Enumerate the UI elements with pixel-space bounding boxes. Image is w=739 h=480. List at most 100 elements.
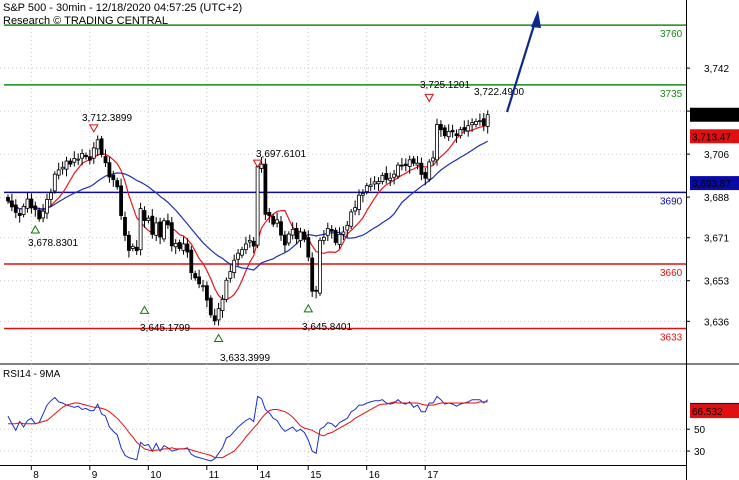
candle-body: [470, 122, 475, 126]
candle-body: [329, 228, 334, 232]
high-marker: [252, 159, 263, 169]
grid-lines: [0, 28, 686, 464]
low-marker: [30, 225, 41, 234]
moving-averages: [7, 123, 489, 300]
candle-body: [208, 297, 213, 316]
candle-body: [392, 173, 397, 178]
candle-body: [95, 139, 100, 150]
candle-body: [419, 162, 424, 175]
price-tag-0-label: 3,722.48: [692, 111, 731, 122]
candle-body: [56, 169, 61, 176]
candle-body: [357, 194, 361, 210]
annotation-label: 3,712.3899: [82, 113, 132, 124]
candle-body: [91, 147, 96, 159]
candle-body: [9, 200, 14, 208]
level-label: 3633: [660, 333, 683, 344]
rsi-panel: [0, 395, 686, 462]
candle-body: [485, 114, 490, 127]
candle-body: [310, 257, 315, 292]
candle-body: [52, 173, 57, 192]
level-label: 3660: [660, 268, 683, 279]
candle-body: [49, 192, 53, 200]
candle-body: [427, 161, 432, 180]
candle-body: [21, 206, 26, 215]
candle-body: [99, 138, 104, 155]
rsi-ma-line: [8, 401, 488, 459]
candle-body: [17, 212, 22, 216]
candle-body: [240, 249, 244, 256]
annotation-label: 3,697.6101: [256, 149, 306, 160]
annotation-label: 3,645.1799: [140, 323, 190, 334]
candle-body: [6, 196, 10, 202]
candle-body: [396, 164, 400, 177]
candle-body: [286, 233, 291, 244]
annotation-label: 3,678.8301: [28, 238, 78, 249]
candle-body: [376, 181, 381, 185]
candle-body: [279, 221, 283, 236]
chart-subtitle: Research © TRADING CENTRAL: [3, 15, 168, 27]
candle-body: [321, 236, 326, 241]
price-tick-label: 3,636: [704, 317, 729, 328]
candle-body: [333, 229, 338, 243]
candle-body: [224, 279, 229, 300]
candle-body: [138, 208, 143, 251]
date-label: 8: [33, 470, 39, 480]
candle-body: [345, 224, 350, 231]
candle-body: [29, 198, 34, 209]
candle-body: [454, 133, 459, 137]
candle-body: [384, 173, 389, 180]
candle-body: [477, 120, 482, 123]
candle-body: [72, 158, 77, 163]
rsi-title: RSI14 - 9MA: [3, 369, 61, 380]
candle-body: [372, 181, 377, 185]
candle-body: [442, 127, 447, 137]
high-marker: [88, 124, 99, 133]
annotation-label: 3,725.1201: [420, 80, 470, 91]
price-tag-1-box: [690, 129, 739, 144]
candle-body: [450, 130, 455, 133]
candle-body: [158, 221, 163, 238]
candle-body: [302, 231, 307, 240]
candle-body: [232, 259, 237, 273]
candle-body: [267, 211, 272, 216]
candle-body: [259, 163, 264, 169]
candle-body: [474, 120, 478, 125]
date-label: 14: [260, 470, 272, 480]
candle-body: [388, 177, 393, 181]
candle-body: [403, 163, 408, 166]
candle-body: [33, 205, 38, 210]
candle-body: [80, 152, 84, 159]
candle-body: [399, 164, 404, 167]
candle-body: [407, 159, 412, 167]
level-label: 3690: [660, 196, 683, 207]
candle-body: [349, 211, 354, 227]
price-tick-label: 3,688: [704, 193, 729, 204]
candle-body: [228, 271, 233, 279]
annotation-label: 3,633.3999: [220, 353, 270, 364]
candle-body: [360, 193, 365, 196]
price-tag-0-box: [690, 107, 739, 122]
candle-body: [236, 252, 241, 260]
candle-body: [115, 180, 120, 188]
candle-body: [185, 243, 190, 253]
price-tag-2-label: 3,693.87: [692, 179, 731, 190]
candle-body: [123, 217, 127, 236]
candle-body: [76, 158, 81, 161]
candle-body: [150, 215, 155, 235]
chart-title: S&P 500 - 30min - 12/18/2020 04:57:25 (U…: [3, 2, 242, 14]
candle-body: [37, 210, 42, 220]
sma-slow-line: [7, 140, 489, 271]
candle-body: [146, 217, 151, 221]
candle-body: [169, 222, 174, 247]
candle-body: [197, 276, 202, 285]
candle-body: [294, 228, 299, 240]
candle-body: [318, 239, 322, 294]
price-tick-label: 3,653: [704, 277, 729, 288]
candle-body: [275, 219, 280, 224]
date-label: 17: [427, 470, 439, 480]
candle-body: [423, 172, 428, 179]
level-label: 3735: [660, 89, 683, 100]
candle-body: [368, 184, 373, 188]
candle-body: [103, 156, 108, 164]
candle-body: [243, 243, 248, 251]
